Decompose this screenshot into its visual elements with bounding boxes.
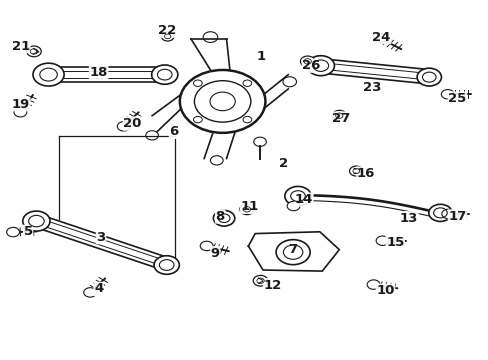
Circle shape: [193, 80, 202, 86]
Circle shape: [161, 32, 174, 41]
Circle shape: [210, 156, 223, 165]
Circle shape: [239, 204, 254, 215]
Circle shape: [300, 56, 314, 67]
Circle shape: [83, 288, 97, 297]
Circle shape: [213, 210, 234, 226]
Circle shape: [200, 241, 213, 251]
Circle shape: [366, 280, 379, 289]
Circle shape: [253, 137, 266, 147]
Circle shape: [286, 201, 299, 211]
Text: 10: 10: [376, 284, 394, 297]
Text: 6: 6: [169, 125, 178, 138]
Text: 5: 5: [23, 225, 33, 238]
Circle shape: [14, 108, 27, 117]
Circle shape: [283, 77, 296, 87]
Text: 26: 26: [302, 59, 320, 72]
Text: 12: 12: [263, 279, 281, 292]
Circle shape: [375, 236, 388, 246]
Text: 24: 24: [372, 31, 390, 44]
Text: 22: 22: [157, 24, 176, 37]
Circle shape: [243, 80, 251, 86]
Circle shape: [180, 70, 265, 133]
Circle shape: [154, 256, 179, 274]
Circle shape: [306, 56, 334, 76]
Circle shape: [7, 228, 20, 237]
Text: 15: 15: [386, 236, 404, 249]
Text: 13: 13: [399, 212, 417, 225]
Text: 25: 25: [447, 92, 466, 105]
Circle shape: [117, 122, 130, 131]
Text: 7: 7: [288, 243, 297, 256]
Circle shape: [23, 211, 50, 231]
Text: 19: 19: [12, 98, 30, 111]
Text: 21: 21: [12, 40, 30, 53]
Text: 2: 2: [278, 157, 287, 170]
Circle shape: [209, 92, 235, 111]
Circle shape: [243, 116, 251, 123]
Circle shape: [428, 204, 451, 221]
Circle shape: [441, 90, 453, 99]
Text: 11: 11: [240, 200, 258, 213]
Circle shape: [193, 116, 202, 123]
Circle shape: [331, 111, 346, 121]
Circle shape: [27, 46, 41, 57]
Text: 17: 17: [447, 210, 466, 223]
Circle shape: [145, 131, 158, 140]
Circle shape: [194, 81, 250, 122]
Circle shape: [203, 32, 217, 42]
Circle shape: [441, 209, 454, 219]
Circle shape: [151, 65, 178, 84]
Text: 4: 4: [94, 283, 103, 296]
Text: 20: 20: [123, 117, 142, 130]
Text: 3: 3: [96, 231, 105, 244]
Text: 18: 18: [89, 66, 107, 79]
Text: 27: 27: [331, 112, 349, 125]
Circle shape: [349, 166, 363, 176]
Text: 16: 16: [356, 167, 374, 180]
Circle shape: [416, 68, 441, 86]
Circle shape: [372, 33, 385, 42]
Text: 23: 23: [362, 81, 380, 94]
Text: 9: 9: [210, 247, 220, 260]
Text: 14: 14: [294, 193, 312, 206]
Text: 8: 8: [215, 210, 224, 223]
Circle shape: [33, 63, 64, 86]
Circle shape: [285, 186, 310, 206]
Circle shape: [253, 275, 267, 286]
Circle shape: [276, 240, 309, 265]
Text: 1: 1: [256, 50, 265, 63]
